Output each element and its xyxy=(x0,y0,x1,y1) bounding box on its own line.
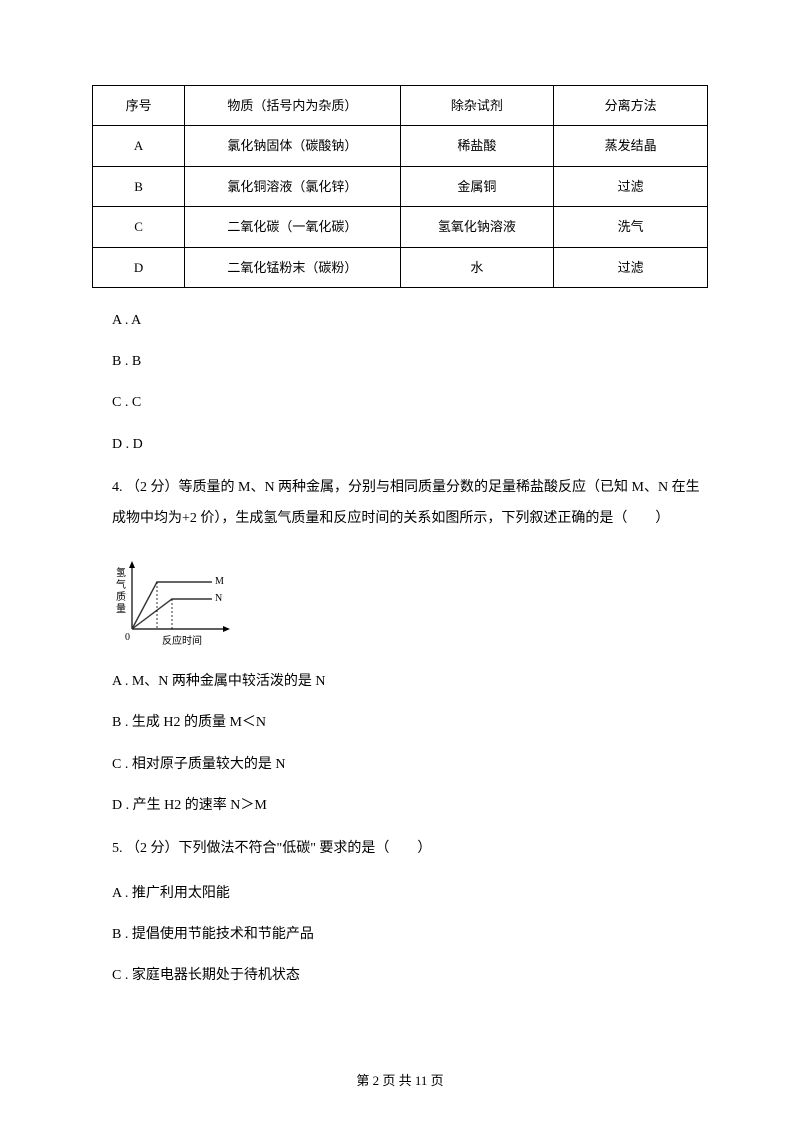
table-cell: 水 xyxy=(400,247,554,287)
q5-option-a: A . 推广利用太阳能 xyxy=(112,881,708,906)
table-cell: B xyxy=(93,166,185,206)
table-cell: 洗气 xyxy=(554,207,708,247)
table-cell: 蒸发结晶 xyxy=(554,126,708,166)
ylabel-1: 氢 xyxy=(116,566,126,579)
table-row: A 氯化钠固体（碳酸钠） 稀盐酸 蒸发结晶 xyxy=(93,126,708,166)
impurity-table: 序号 物质（括号内为杂质） 除杂试剂 分离方法 A 氯化钠固体（碳酸钠） 稀盐酸… xyxy=(92,85,708,288)
q5-option-c: C . 家庭电器长期处于待机状态 xyxy=(112,963,708,988)
page-footer: 第 2 页 共 11 页 xyxy=(0,1069,800,1092)
table-cell: 氯化铜溶液（氯化锌） xyxy=(185,166,400,206)
ylabel-2: 气 xyxy=(116,578,126,591)
table-cell: C xyxy=(93,207,185,247)
q4-option-c: C . 相对原子质量较大的是 N xyxy=(112,752,708,777)
q4-option-b: B . 生成 H2 的质量 M＜N xyxy=(112,710,708,735)
question-5-text: 5. （2 分）下列做法不符合"低碳" 要求的是（ ） xyxy=(112,834,708,865)
table-header-row: 序号 物质（括号内为杂质） 除杂试剂 分离方法 xyxy=(93,86,708,126)
x-axis-arrow xyxy=(223,626,230,632)
table-cell: 金属铜 xyxy=(400,166,554,206)
reaction-chart: M N 氢 气 质 量 0 反应时间 xyxy=(112,554,242,649)
option-b: B . B xyxy=(112,349,708,374)
curve-m xyxy=(132,582,212,629)
header-cell: 物质（括号内为杂质） xyxy=(185,86,400,126)
table-cell: 二氧化碳（一氧化碳） xyxy=(185,207,400,247)
q4-option-a: A . M、N 两种金属中较活泼的是 N xyxy=(112,669,708,694)
option-c: C . C xyxy=(112,390,708,415)
table-cell: 氯化钠固体（碳酸钠） xyxy=(185,126,400,166)
header-cell: 序号 xyxy=(93,86,185,126)
origin-label: 0 xyxy=(125,632,130,643)
table-row: C 二氧化碳（一氧化碳） 氢氧化钠溶液 洗气 xyxy=(93,207,708,247)
table-cell: 二氧化锰粉末（碳粉） xyxy=(185,247,400,287)
q4-option-d: D . 产生 H2 的速率 N＞M xyxy=(112,793,708,818)
table-cell: 过滤 xyxy=(554,247,708,287)
table-cell: 稀盐酸 xyxy=(400,126,554,166)
table-row: D 二氧化锰粉末（碳粉） 水 过滤 xyxy=(93,247,708,287)
table-cell: D xyxy=(93,247,185,287)
q5-option-b: B . 提倡使用节能技术和节能产品 xyxy=(112,922,708,947)
xlabel: 反应时间 xyxy=(162,634,202,647)
option-a: A . A xyxy=(112,308,708,333)
header-cell: 分离方法 xyxy=(554,86,708,126)
option-d: D . D xyxy=(112,432,708,457)
y-axis-arrow xyxy=(129,561,135,568)
table-cell: 过滤 xyxy=(554,166,708,206)
table-row: B 氯化铜溶液（氯化锌） 金属铜 过滤 xyxy=(93,166,708,206)
header-cell: 除杂试剂 xyxy=(400,86,554,126)
question-4-text: 4. （2 分）等质量的 M、N 两种金属，分别与相同质量分数的足量稀盐酸反应（… xyxy=(112,480,700,526)
ylabel-4: 量 xyxy=(116,603,126,615)
ylabel-3: 质 xyxy=(116,591,126,603)
label-m: M xyxy=(215,576,224,587)
table-cell: A xyxy=(93,126,185,166)
label-n: N xyxy=(215,593,222,604)
table-cell: 氢氧化钠溶液 xyxy=(400,207,554,247)
